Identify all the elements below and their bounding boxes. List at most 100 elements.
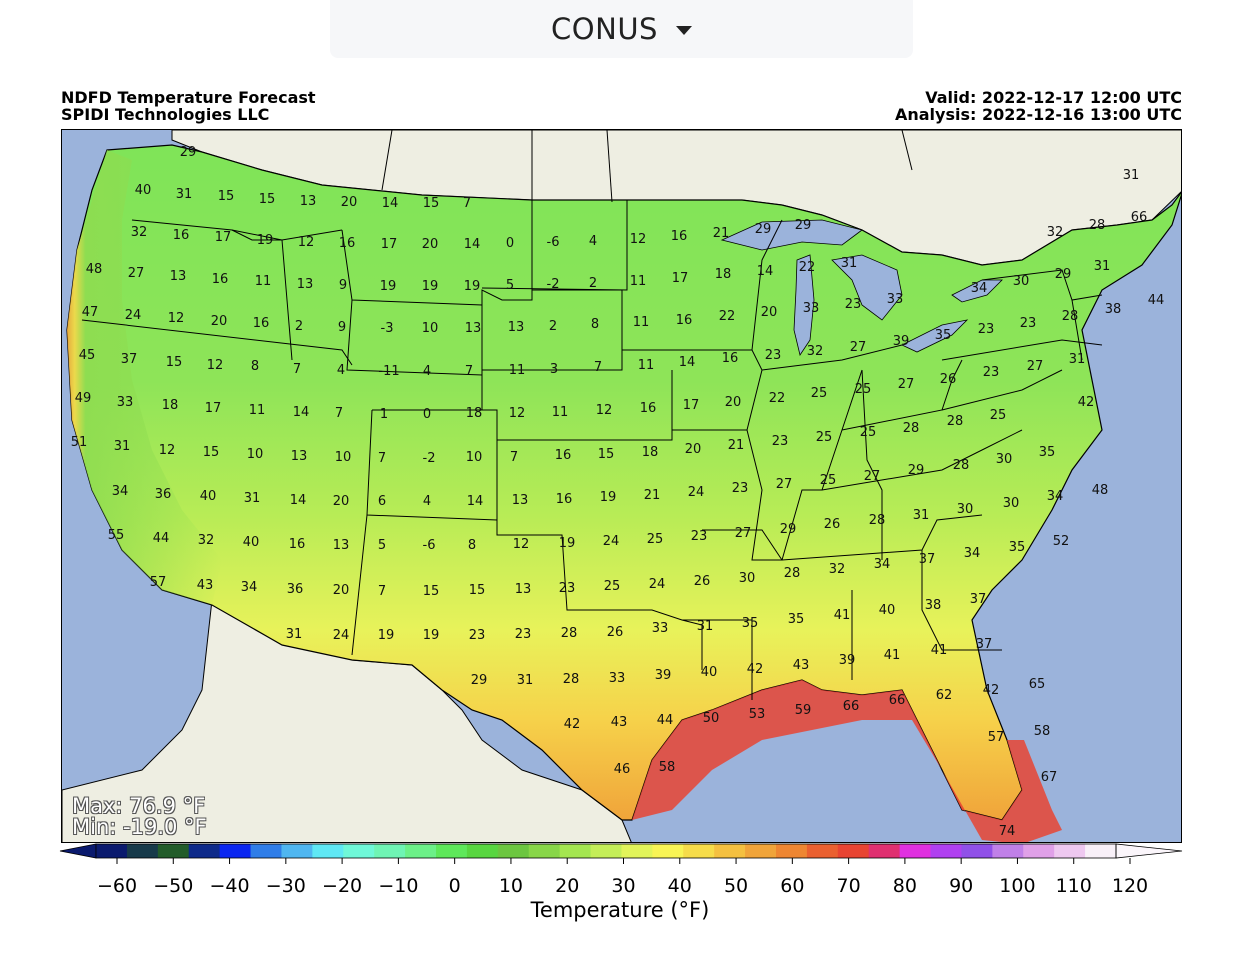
temperature-label: 26 [824, 517, 841, 532]
temperature-label: 28 [903, 421, 920, 436]
temperature-label: 23 [559, 581, 576, 596]
temperature-label: 20 [341, 195, 358, 210]
temperature-label: 23 [772, 434, 789, 449]
temperature-label: 23 [469, 628, 486, 643]
temperature-label: 62 [936, 688, 953, 703]
temperature-label: 29 [1055, 267, 1072, 282]
caret-down-icon[interactable] [675, 25, 692, 35]
colorbar-swatch [466, 844, 499, 858]
colorbar-swatch [930, 844, 962, 858]
colorbar-swatch [497, 844, 530, 858]
temperature-label: 35 [788, 612, 805, 627]
colorbar-swatch [157, 844, 190, 858]
temperature-label: 58 [1034, 724, 1051, 739]
colorbar-swatch [219, 844, 252, 858]
temperature-label: 17 [205, 401, 222, 416]
temperature-label: 34 [1047, 489, 1064, 504]
temperature-label: 13 [170, 269, 187, 284]
temperature-label: 74 [999, 824, 1016, 839]
temperature-label: 13 [297, 277, 314, 292]
temperature-label: 31 [697, 619, 714, 634]
colorbar-tick-label: 90 [949, 875, 973, 897]
temperature-label: 47 [82, 305, 99, 320]
colorbar-tick-label: −50 [153, 875, 193, 897]
temperature-label: 10 [335, 450, 352, 465]
temperature-label: 12 [630, 232, 647, 247]
temperature-label: 23 [732, 481, 749, 496]
colorbar-tick-label: −60 [97, 875, 137, 897]
temperature-label: 11 [249, 403, 266, 418]
temperature-label: 24 [688, 485, 705, 500]
temperature-label: 32 [131, 225, 148, 240]
temperature-label: 10 [247, 447, 264, 462]
temperature-label: 31 [1123, 168, 1140, 183]
colorbar-tick-label: 30 [611, 875, 635, 897]
temperature-label: 27 [776, 477, 793, 492]
temperature-label: 17 [215, 230, 232, 245]
temperature-label: 16 [640, 401, 657, 416]
temperature-label: 12 [298, 235, 315, 250]
temperature-label: 23 [978, 322, 995, 337]
colorbar-swatch [559, 844, 592, 858]
temperature-label: 27 [128, 266, 145, 281]
temperature-label: 12 [513, 537, 530, 552]
colorbar-tick-label: 50 [724, 875, 748, 897]
temperature-label: 24 [603, 534, 620, 549]
temperature-label: 0 [506, 236, 514, 251]
temperature-label: 48 [1092, 483, 1109, 498]
temperature-label: 30 [739, 571, 756, 586]
temperature-label: 52 [1053, 534, 1070, 549]
colorbar-swatch [868, 844, 901, 858]
temperature-label: 25 [860, 425, 877, 440]
temperature-label: 12 [509, 406, 526, 421]
valid-time: Valid: 2022-12-17 12:00 UTC [925, 88, 1182, 107]
temperature-label: 33 [652, 621, 669, 636]
temperature-label: 42 [983, 683, 1000, 698]
temperature-label: 36 [155, 487, 172, 502]
temperature-label: 10 [466, 450, 483, 465]
map-title-block: NDFD Temperature Forecast SPIDI Technolo… [61, 89, 316, 123]
temperature-map[interactable]: 29 40 31 15 15 13 20 14 15 7 32 16 17 19 12 16 17 20 14 0 -6… [61, 129, 1182, 843]
temperature-label: 13 [508, 320, 525, 335]
temperature-label: 39 [839, 653, 856, 668]
temperature-label: 7 [293, 362, 301, 377]
temperature-label: 57 [150, 575, 167, 590]
colorbar-swatch [652, 844, 684, 858]
temperature-label: -6 [423, 538, 436, 553]
temperature-label: 2 [589, 276, 597, 291]
temperature-label: 25 [604, 579, 621, 594]
temperature-label: 65 [1029, 677, 1046, 692]
temperature-label: 15 [166, 355, 183, 370]
colorbar-swatch [405, 844, 437, 858]
temperature-label: 16 [289, 537, 306, 552]
temperature-label: 28 [561, 626, 578, 641]
map-title: NDFD Temperature Forecast [61, 88, 316, 107]
temperature-label: 20 [761, 305, 778, 320]
temperature-label: 16 [555, 448, 572, 463]
temperature-label: 28 [869, 513, 886, 528]
temperature-label: 31 [114, 439, 131, 454]
temperature-label: 50 [703, 711, 720, 726]
temperature-label: 24 [649, 577, 666, 592]
temperature-label: 6 [378, 494, 386, 509]
temperature-label: 29 [755, 222, 772, 237]
temperature-label: 23 [765, 348, 782, 363]
colorbar-tick-label: 40 [668, 875, 692, 897]
colorbar-swatch [96, 844, 128, 858]
temperature-label: 25 [811, 386, 828, 401]
temperature-label: -11 [378, 364, 399, 379]
temperature-label: 2 [295, 319, 303, 334]
colorbar-tick-label: −20 [322, 875, 362, 897]
temperature-label: 44 [657, 713, 674, 728]
temperature-label: 29 [780, 522, 797, 537]
temperature-label: 1 [380, 407, 388, 422]
region-selector[interactable]: CONUS [330, 0, 913, 58]
temperature-label: 12 [596, 403, 613, 418]
temperature-label: 37 [919, 552, 936, 567]
temperature-label: 12 [159, 443, 176, 458]
temperature-label: 16 [339, 236, 356, 251]
colorbar-tick-label: 110 [1056, 875, 1092, 897]
temperature-label: 24 [125, 308, 142, 323]
temperature-label: 11 [552, 405, 569, 420]
colorbar-tick-label: −40 [210, 875, 250, 897]
